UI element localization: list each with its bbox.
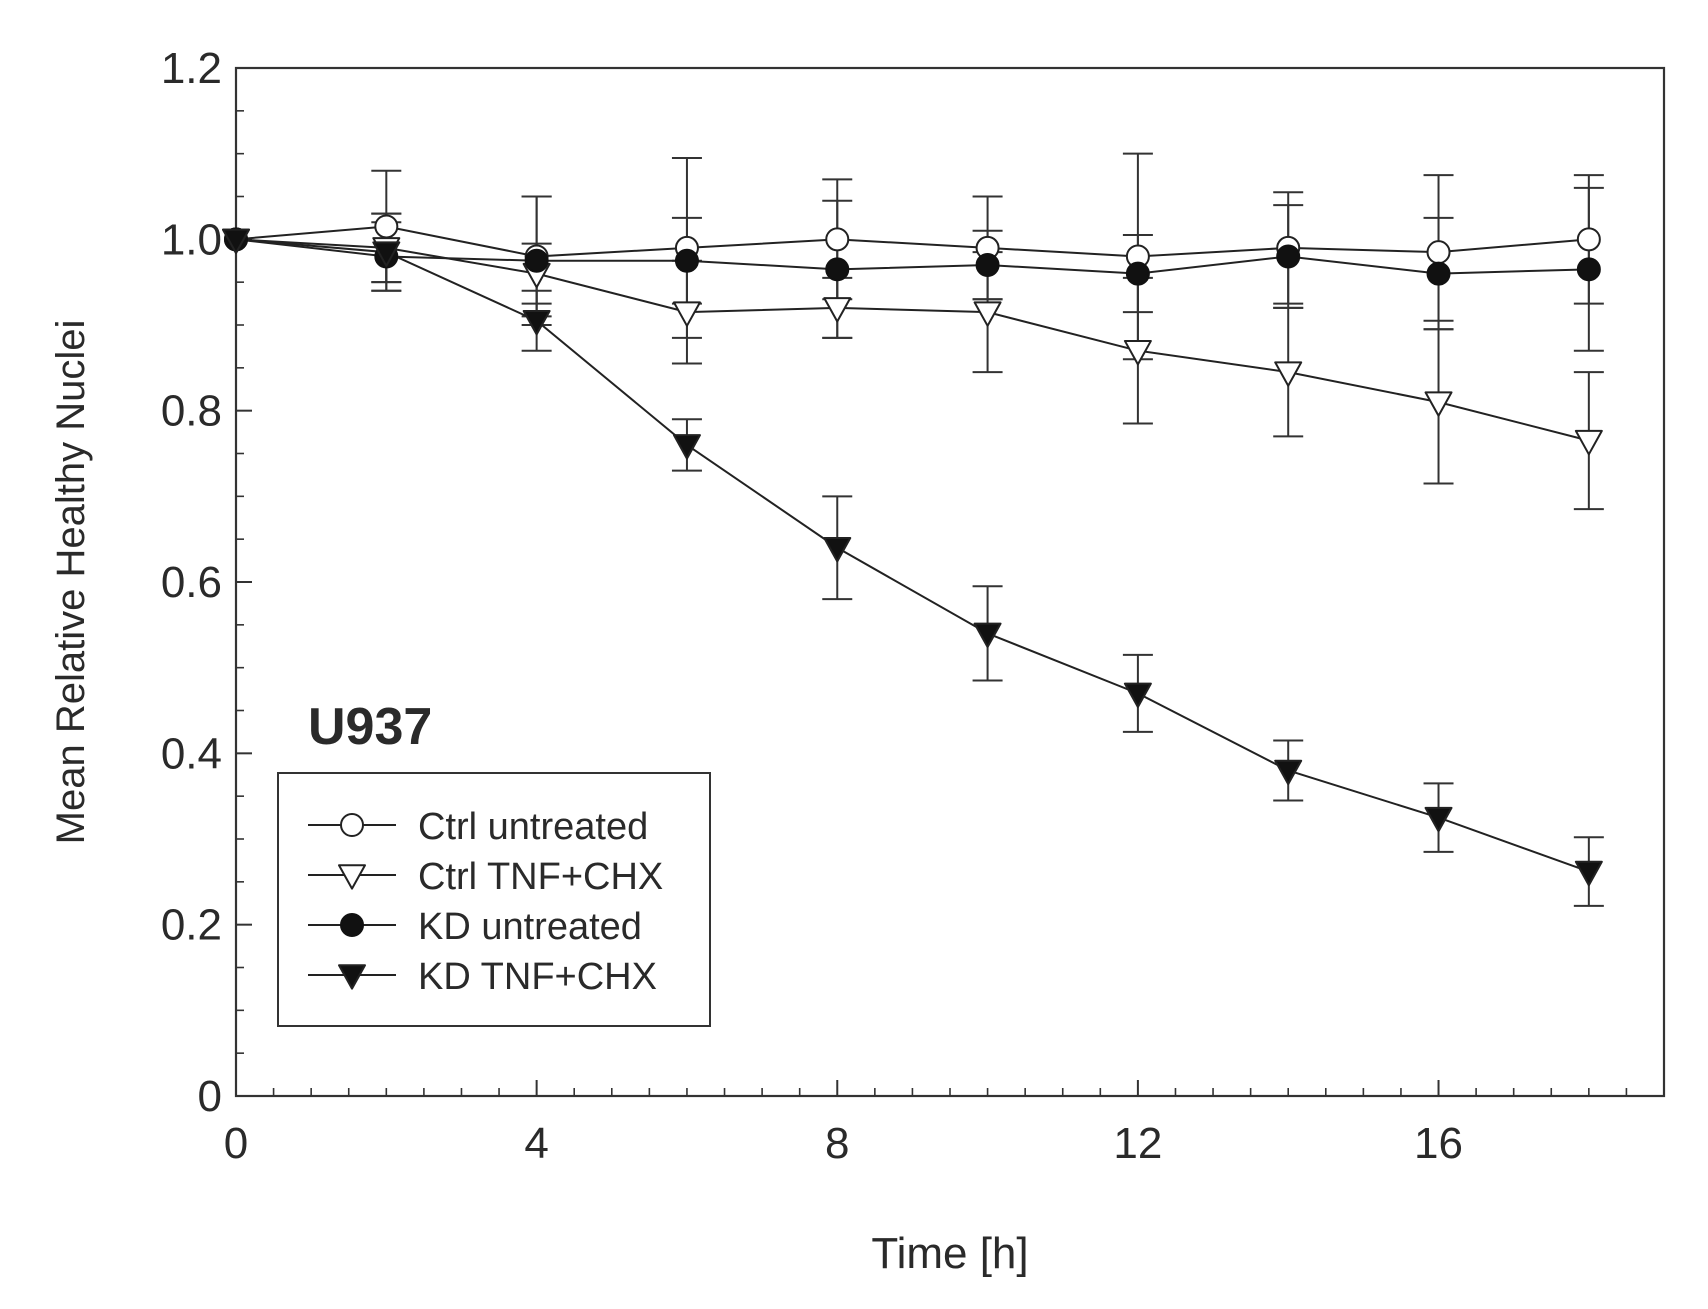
data-point: [1424, 806, 1453, 833]
data-point: [825, 227, 850, 252]
series-line-kd-untreated: [235, 238, 1589, 275]
data-point: [1576, 257, 1601, 282]
data-point: [823, 536, 852, 563]
x-tick-label: 16: [1414, 1119, 1463, 1168]
data-point: [1424, 391, 1453, 417]
series-points-ctrl-tnf-chx: [222, 228, 1603, 456]
data-point: [1574, 860, 1603, 887]
data-point: [674, 248, 699, 273]
data-point: [672, 434, 701, 460]
y-tick-label: 1.2: [161, 44, 222, 93]
data-point: [1125, 261, 1150, 286]
x-tick-label: 12: [1113, 1119, 1162, 1168]
data-point: [374, 214, 399, 239]
data-point: [222, 228, 250, 254]
panel-label: U937: [308, 698, 432, 756]
legend-marker: [340, 913, 364, 937]
y-tick-label: 0.2: [161, 901, 222, 950]
series-points-kd-tnf-chx: [222, 228, 1603, 887]
legend-label: KD untreated: [418, 906, 642, 948]
y-tick-label: 0.8: [161, 387, 222, 436]
data-point: [522, 309, 551, 336]
legend-label: KD TNF+CHX: [418, 956, 657, 998]
data-point: [1426, 240, 1451, 265]
series-line-kd-tnf-chx: [235, 238, 1590, 873]
x-tick-label: 4: [524, 1119, 548, 1168]
y-axis-title: Mean Relative Healthy Nuclei: [49, 320, 93, 845]
legend-label: Ctrl untreated: [418, 806, 648, 848]
data-point: [1576, 227, 1601, 252]
y-tick-labels: 0 0.2 0.4 0.6 0.8 1.0 1.2: [161, 44, 222, 1121]
legend-item-ctrl-tnf-chx: Ctrl TNF+CHX: [308, 856, 663, 898]
series-line-ctrl-untreated: [235, 225, 1589, 258]
y-tick-label: 0.6: [161, 558, 222, 607]
x-tick-labels: 0 4 8 12 16: [224, 1119, 1463, 1168]
data-point: [975, 253, 1000, 278]
x-axis-title: Time [h]: [871, 1229, 1028, 1278]
x-tick-label: 0: [224, 1119, 248, 1168]
data-point: [973, 622, 1002, 649]
data-point: [1276, 244, 1301, 269]
legend-item-kd-tnf-chx: KD TNF+CHX: [308, 956, 657, 998]
data-point: [825, 257, 850, 282]
data-point: [524, 248, 549, 273]
legend-item-ctrl-untreated: Ctrl untreated: [308, 806, 648, 848]
data-point: [1274, 759, 1303, 786]
data-point: [1123, 682, 1152, 709]
legend-item-kd-untreated: KD untreated: [308, 906, 642, 948]
series-points-kd-untreated: [224, 227, 1601, 286]
y-tick-label: 1.0: [161, 215, 222, 264]
legend-items: Ctrl untreated Ctrl TNF+CHX KD untreated KD…: [308, 806, 663, 998]
data-point: [1574, 429, 1603, 456]
data-point: [372, 241, 401, 267]
legend-marker: [338, 864, 366, 890]
series-layer: [222, 152, 1604, 907]
series-line-ctrl-tnf-chx: [235, 238, 1590, 442]
legend-marker: [338, 964, 366, 990]
data-point: [672, 301, 701, 327]
data-point: [1274, 361, 1303, 387]
y-tick-label: 0.4: [161, 729, 222, 778]
legend-marker: [340, 813, 364, 837]
data-point: [973, 301, 1002, 327]
x-tick-label: 8: [825, 1119, 849, 1168]
data-point: [1123, 339, 1152, 366]
axis-ticks: [235, 67, 1665, 1097]
legend: Ctrl untreated Ctrl TNF+CHX KD untreated KD…: [277, 772, 711, 1027]
legend-label: Ctrl TNF+CHX: [418, 856, 663, 898]
series-points-ctrl-untreated: [224, 214, 1601, 269]
y-tick-label: 0: [198, 1072, 222, 1121]
data-point: [823, 297, 852, 323]
data-point: [1426, 261, 1451, 286]
